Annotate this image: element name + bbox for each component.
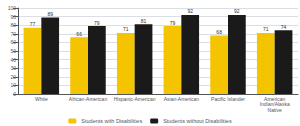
svg-text:50: 50 <box>10 48 16 54</box>
svg-text:Students without Disabilities: Students without Disabilities <box>163 118 232 124</box>
svg-text:30: 30 <box>10 65 16 71</box>
svg-text:89: 89 <box>47 11 53 17</box>
svg-text:Pacific Islander: Pacific Islander <box>211 96 245 102</box>
svg-text:77: 77 <box>30 21 36 27</box>
svg-text:90: 90 <box>10 14 16 20</box>
svg-text:70: 70 <box>10 31 16 37</box>
svg-text:71: 71 <box>263 26 269 32</box>
svg-text:African-American: African-American <box>69 96 108 102</box>
svg-text:60: 60 <box>10 39 16 45</box>
svg-text:100: 100 <box>8 5 17 11</box>
svg-text:66: 66 <box>76 31 82 37</box>
svg-text:0: 0 <box>13 91 16 97</box>
svg-text:Indian/Alaska: Indian/Alaska <box>259 101 290 108</box>
svg-text:White: White <box>35 96 48 102</box>
svg-text:20: 20 <box>10 74 16 80</box>
svg-text:79: 79 <box>170 20 176 26</box>
svg-text:Students with Disabilities: Students with Disabilities <box>81 118 142 124</box>
svg-text:68: 68 <box>216 29 222 35</box>
svg-text:81: 81 <box>141 18 147 24</box>
svg-text:74: 74 <box>281 24 287 30</box>
svg-text:Hispanic-American: Hispanic-American <box>114 96 156 102</box>
svg-text:Asian-American: Asian-American <box>164 96 200 102</box>
svg-text:79: 79 <box>94 20 100 26</box>
svg-text:92: 92 <box>187 8 193 14</box>
svg-text:80: 80 <box>10 22 16 28</box>
svg-text:10: 10 <box>10 82 16 88</box>
svg-text:40: 40 <box>10 57 16 63</box>
svg-text:71: 71 <box>123 26 129 32</box>
svg-text:American: American <box>264 95 286 102</box>
svg-text:Native: Native <box>268 107 282 113</box>
svg-text:92: 92 <box>234 8 240 14</box>
